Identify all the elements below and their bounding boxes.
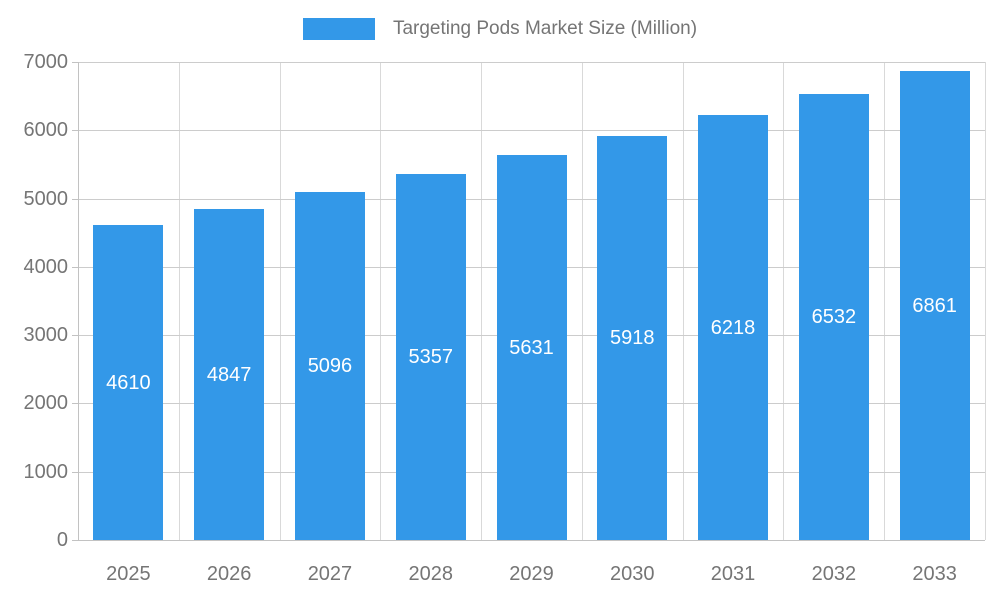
- horizontal-gridline: [78, 62, 985, 63]
- x-axis-label: 2030: [610, 563, 655, 585]
- x-axis-label: 2028: [408, 563, 453, 585]
- bar-value-label: 5918: [610, 326, 655, 349]
- y-axis-tick: [72, 471, 78, 473]
- bar-2031[interactable]: [698, 115, 769, 540]
- bar-value-label: 5096: [307, 355, 353, 377]
- y-axis-tick: [72, 130, 78, 132]
- y-axis-tick: [72, 62, 78, 63]
- vertical-gridline: [985, 62, 986, 540]
- bar-2033[interactable]: [899, 71, 970, 540]
- x-axis-label: 2029: [509, 563, 554, 585]
- bar-value-label: 5357: [408, 346, 453, 369]
- bar-2032[interactable]: [798, 93, 869, 540]
- y-axis-line: [78, 62, 79, 540]
- bar-value-label: 5631: [509, 336, 554, 359]
- x-axis-label: 2033: [912, 563, 957, 585]
- bar-value-label: 6861: [912, 294, 957, 317]
- bar-2027[interactable]: [294, 192, 365, 540]
- y-axis-label: 5000: [23, 187, 69, 210]
- x-axis-label: 2027: [307, 563, 353, 585]
- bar-2029[interactable]: [496, 155, 567, 540]
- bar-value-label: 4847: [206, 363, 252, 386]
- y-axis-label: 0: [56, 529, 68, 551]
- y-axis-label: 4000: [23, 255, 69, 278]
- bar-2028[interactable]: [395, 174, 466, 540]
- vertical-gridline: [380, 62, 382, 540]
- x-axis-label: 2032: [811, 563, 857, 585]
- vertical-gridline: [178, 62, 180, 540]
- y-axis-tick: [72, 266, 78, 268]
- y-axis-tick: [72, 335, 78, 337]
- y-axis-label: 2000: [23, 392, 69, 415]
- bar-2025[interactable]: [93, 225, 164, 540]
- vertical-gridline: [783, 62, 785, 540]
- legend-swatch: [302, 18, 375, 40]
- bar-value-label: 4610: [106, 371, 151, 394]
- y-axis-label: 3000: [23, 324, 69, 347]
- horizontal-gridline: [78, 130, 985, 132]
- vertical-gridline: [481, 62, 483, 540]
- y-axis-label: 6000: [23, 119, 69, 142]
- vertical-gridline: [581, 62, 583, 540]
- legend[interactable]: Targeting Pods Market Size (Million): [0, 16, 1000, 42]
- bar-2026[interactable]: [194, 209, 265, 540]
- bar-value-label: 6532: [811, 305, 857, 328]
- bar-2030[interactable]: [597, 135, 668, 540]
- vertical-gridline: [884, 62, 886, 540]
- y-axis-tick: [72, 198, 78, 200]
- y-axis-label: 1000: [23, 460, 69, 483]
- vertical-gridline: [279, 62, 281, 540]
- x-axis-line: [78, 540, 985, 541]
- y-axis-tick: [72, 540, 78, 541]
- x-axis-label: 2025: [106, 563, 151, 585]
- x-axis-label: 2031: [710, 563, 756, 585]
- vertical-gridline: [682, 62, 684, 540]
- bar-value-label: 6218: [710, 316, 756, 339]
- y-axis-tick: [72, 403, 78, 405]
- y-axis-label: 7000: [23, 51, 69, 73]
- legend-label: Targeting Pods Market Size (Million): [392, 18, 698, 39]
- x-axis-label: 2026: [206, 563, 252, 585]
